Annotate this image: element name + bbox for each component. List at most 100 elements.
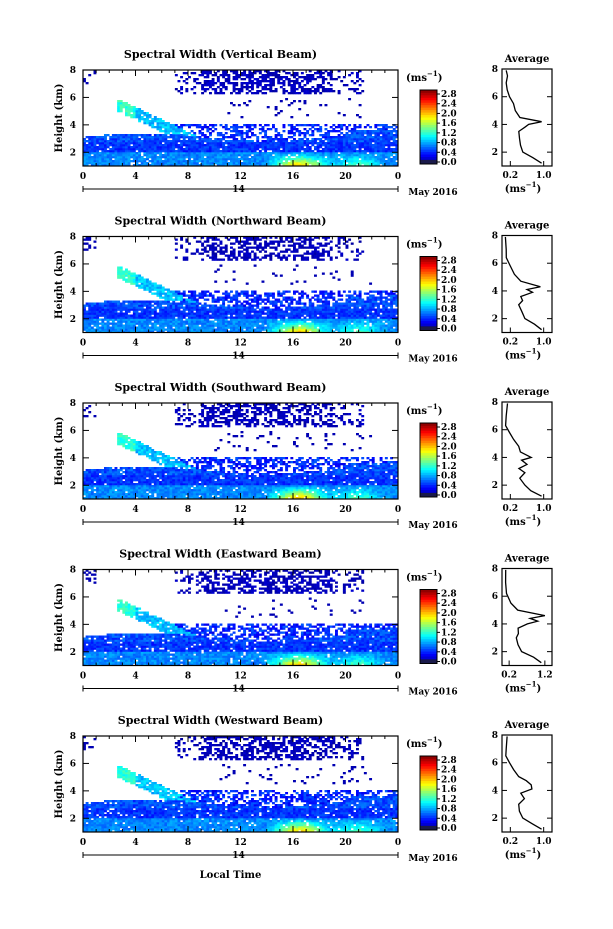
heatmap-cell <box>96 164 100 167</box>
heatmap-cell <box>324 302 328 305</box>
heatmap-cell <box>264 292 268 295</box>
heatmap-cell <box>88 148 92 151</box>
heatmap-cell <box>295 320 299 323</box>
heatmap-cell <box>172 294 176 297</box>
heatmap-cell <box>232 318 236 321</box>
heatmap-cell <box>222 316 226 319</box>
heatmap-cell <box>214 146 218 149</box>
heatmap-cell <box>177 330 181 333</box>
heatmap-cell <box>277 146 281 149</box>
heatmap-cell <box>303 134 307 137</box>
heatmap-cell <box>295 80 299 83</box>
heatmap-cell <box>156 152 160 155</box>
heatmap-cell <box>256 330 260 333</box>
heatmap-cell <box>243 324 247 327</box>
heatmap-cell <box>342 114 346 117</box>
heatmap-cell <box>337 90 341 93</box>
heatmap-cell <box>132 322 136 325</box>
heatmap-cell <box>348 138 352 141</box>
heatmap-cell <box>201 84 205 87</box>
heatmap-cell <box>106 326 110 329</box>
heatmap-cell <box>201 292 205 295</box>
heatmap-cell <box>264 74 268 77</box>
heatmap-cell <box>269 72 273 75</box>
heatmap-cell <box>156 124 160 127</box>
heatmap-cell <box>88 74 92 77</box>
heatmap-cell <box>264 132 268 135</box>
colorbar-segment <box>420 114 437 118</box>
heatmap-cell <box>193 316 197 319</box>
heatmap-cell <box>169 320 173 323</box>
heatmap-cell <box>306 256 310 259</box>
heatmap-cell <box>127 162 131 165</box>
heatmap-cell <box>316 72 320 75</box>
heatmap-cell <box>195 156 199 159</box>
heatmap-cell <box>195 154 199 157</box>
heatmap-cell <box>277 254 281 257</box>
heatmap-cell <box>101 146 105 149</box>
heatmap-cell <box>227 154 231 157</box>
heatmap-cell <box>366 306 370 309</box>
heatmap-cell <box>248 78 252 81</box>
heatmap-cell <box>251 290 254 293</box>
heatmap-cell <box>109 162 113 165</box>
heatmap-cell <box>363 304 367 307</box>
heatmap-cell <box>122 306 126 309</box>
heatmap-cell <box>130 110 134 113</box>
heatmap-cell <box>182 142 186 145</box>
heatmap-cell <box>329 324 333 327</box>
heatmap-cell <box>245 324 249 327</box>
heatmap-cell <box>279 304 283 307</box>
heatmap-cell <box>214 306 218 309</box>
heatmap-cell <box>237 134 241 137</box>
heatmap-cell <box>300 328 304 331</box>
heatmap-cell <box>258 150 262 153</box>
heatmap-cell <box>282 156 286 159</box>
heatmap-cell <box>287 124 291 127</box>
heatmap-cell <box>185 156 189 159</box>
heatmap-cell <box>109 326 113 329</box>
heatmap-cell <box>319 290 323 293</box>
heatmap-cell <box>224 236 228 239</box>
heatmap-cell <box>140 140 144 143</box>
heatmap-cell <box>130 322 134 325</box>
heatmap-cell <box>311 238 315 241</box>
heatmap-cell <box>327 132 331 135</box>
heatmap-cell <box>156 160 160 163</box>
heatmap-cell <box>332 316 336 319</box>
heatmap-cell <box>90 328 94 331</box>
heatmap-cell <box>201 152 205 155</box>
heatmap-cell <box>293 126 296 129</box>
heatmap-cell <box>227 140 231 143</box>
heatmap-cell <box>248 308 252 311</box>
heatmap-cell <box>237 132 241 135</box>
heatmap-cell <box>342 314 346 317</box>
heatmap-cell <box>190 138 194 141</box>
heatmap-cell <box>293 320 296 323</box>
heatmap-cell <box>119 304 123 307</box>
heatmap-cell <box>303 132 307 135</box>
heatmap-cell <box>180 312 184 315</box>
heatmap-cell <box>222 92 226 95</box>
heatmap-cell <box>161 316 165 319</box>
heatmap-cell <box>164 300 168 303</box>
heatmap-cell <box>340 308 344 311</box>
heatmap-cell <box>295 300 299 303</box>
heatmap-cell <box>279 308 283 311</box>
heatmap-cell <box>211 82 215 85</box>
heatmap-cell <box>369 146 373 149</box>
heatmap-cell <box>361 304 365 307</box>
heatmap-cell <box>101 158 105 161</box>
heatmap-cell <box>245 140 249 143</box>
heatmap-cell <box>146 148 149 151</box>
heatmap-cell <box>371 158 375 161</box>
heatmap-cell <box>300 154 304 157</box>
heatmap-cell <box>143 316 147 319</box>
heatmap-cell <box>356 134 359 137</box>
heatmap-cell <box>314 146 317 149</box>
heatmap-cell <box>235 134 239 137</box>
heatmap-cell <box>211 156 215 159</box>
heatmap-cell <box>164 156 168 159</box>
heatmap-cell <box>167 162 170 165</box>
heatmap-cell <box>356 312 359 315</box>
